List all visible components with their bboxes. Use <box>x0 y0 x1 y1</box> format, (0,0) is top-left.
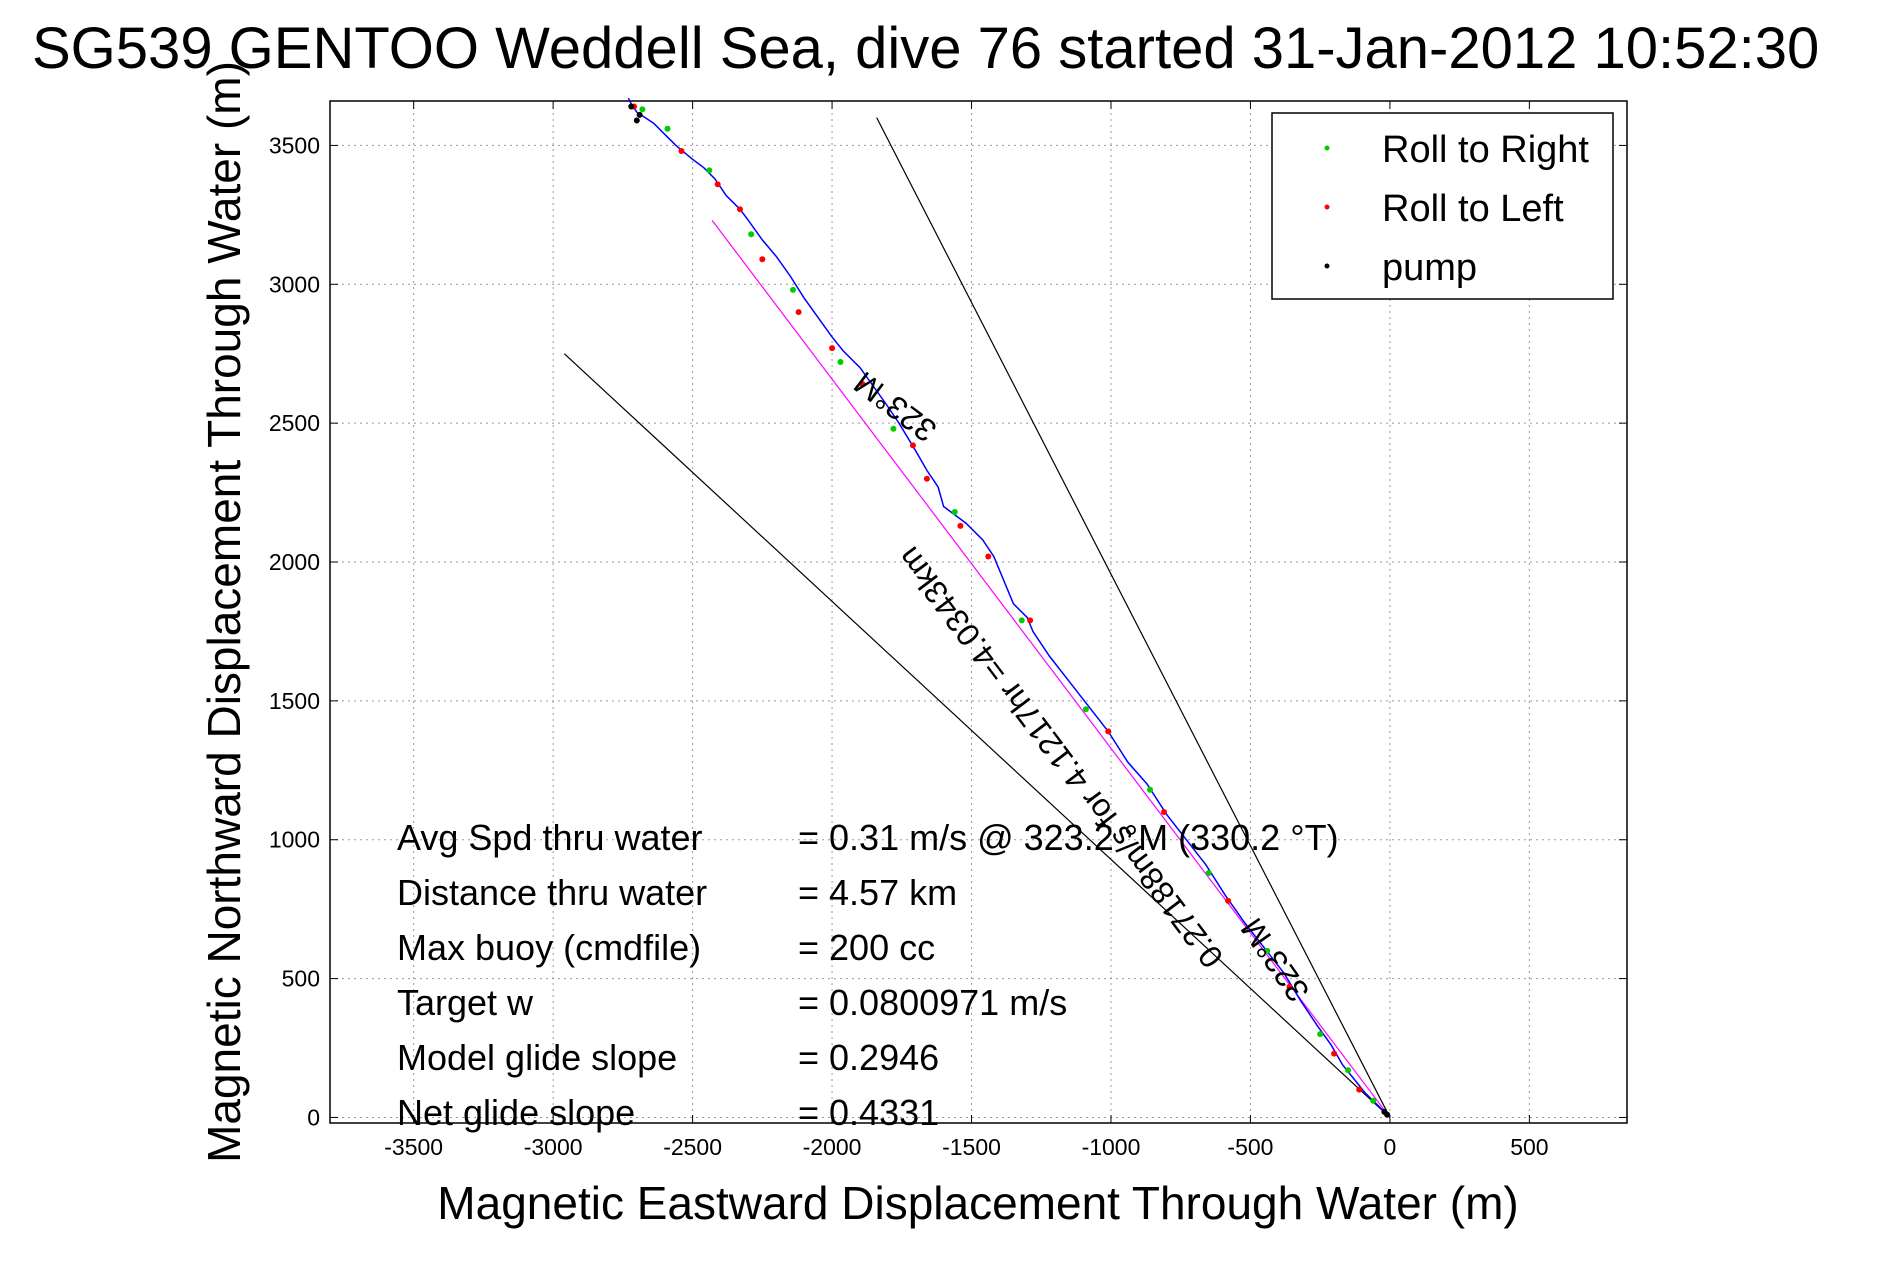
stat-label: Distance thru water <box>397 872 707 913</box>
roll-right-point <box>1317 1031 1324 1038</box>
roll-left-point <box>909 442 916 449</box>
roll-right-point <box>706 167 713 174</box>
x-tick-label: -500 <box>1227 1134 1273 1160</box>
roll-right-point <box>1264 947 1271 954</box>
y-tick-label: 1500 <box>269 688 320 714</box>
y-tick-label: 2500 <box>269 410 320 436</box>
legend-label: Roll to Right <box>1382 129 1589 171</box>
roll-left-point <box>1225 897 1232 904</box>
roll-left-point <box>1356 1086 1363 1093</box>
pump-point <box>633 117 640 124</box>
roll-right-point <box>1370 1097 1377 1104</box>
stat-value: = 200 cc <box>798 927 935 968</box>
y-tick-label: 3000 <box>269 271 320 297</box>
roll-left-point <box>859 381 866 388</box>
stat-label: Model glide slope <box>397 1037 677 1078</box>
roll-left-point <box>1160 808 1167 815</box>
stat-value: = 0.4331 <box>798 1092 939 1133</box>
legend-marker <box>1324 263 1330 269</box>
x-axis-ticks: -3500 -3000 -2500 -2000 -1500 -1000 -500 0 500 <box>384 101 1549 1160</box>
roll-left-point <box>678 147 685 154</box>
roll-left-point <box>714 181 721 188</box>
stat-value: = 4.57 km <box>798 872 957 913</box>
grid-lines <box>330 101 1627 1123</box>
roll-left-point <box>957 522 964 529</box>
roll-left-point <box>737 206 744 213</box>
roll-left-point <box>985 553 992 560</box>
x-axis-label: Magnetic Eastward Displacement Through W… <box>437 1177 1518 1229</box>
y-tick-label: 2000 <box>269 549 320 575</box>
bounding-line <box>563 353 1391 1118</box>
roll-right-point <box>664 125 671 132</box>
legend-marker <box>1324 145 1330 151</box>
x-tick-label: -1000 <box>1082 1134 1141 1160</box>
roll-markers <box>628 103 1391 1118</box>
y-tick-label: 1000 <box>269 827 320 853</box>
roll-right-point <box>790 286 797 293</box>
roll-left-point <box>795 309 802 316</box>
roll-right-point <box>890 425 897 432</box>
roll-left-point <box>923 475 930 482</box>
glide-line-segment <box>711 220 1391 1118</box>
x-tick-label: -3500 <box>384 1134 443 1160</box>
x-tick-label: -3000 <box>524 1134 583 1160</box>
roll-left-point <box>1331 1050 1338 1057</box>
legend-marker <box>1324 204 1330 210</box>
pump-point <box>636 111 643 118</box>
chart-title: SG539 GENTOO Weddell Sea, dive 76 starte… <box>32 16 1819 81</box>
legend: Roll to Right Roll to Left pump <box>1271 112 1614 300</box>
roll-right-point <box>1018 617 1025 624</box>
roll-left-point <box>1027 617 1034 624</box>
x-tick-label: 0 <box>1384 1134 1397 1160</box>
roll-right-point <box>639 106 646 113</box>
stat-label: Max buoy (cmdfile) <box>397 927 701 968</box>
y-axis-label: Magnetic Northward Displacement Through … <box>198 61 250 1163</box>
legend-label: pump <box>1382 247 1477 289</box>
roll-right-point <box>748 231 755 238</box>
x-tick-label: -2500 <box>663 1134 722 1160</box>
stat-value: = 0.2946 <box>798 1037 939 1078</box>
stats-block: Avg Spd thru water = 0.31 m/s @ 323.2 °M … <box>397 817 1339 1133</box>
bounding-lines <box>563 117 1391 1118</box>
legend-label: Roll to Left <box>1382 188 1564 230</box>
x-tick-label: -2000 <box>803 1134 862 1160</box>
stat-value: = 0.0800971 m/s <box>798 982 1067 1023</box>
pump-point <box>628 103 635 110</box>
y-tick-label: 500 <box>282 966 320 992</box>
roll-right-point <box>1345 1067 1352 1074</box>
bounding-line <box>876 117 1391 1118</box>
roll-right-point <box>1147 786 1154 793</box>
roll-right-point <box>951 509 958 516</box>
roll-right-point <box>837 359 844 366</box>
y-tick-label: 3500 <box>269 132 320 158</box>
glide-line <box>711 220 1391 1118</box>
y-tick-label: 0 <box>307 1104 320 1130</box>
stat-label: Target w <box>397 982 534 1023</box>
y-axis-ticks: 0 500 1000 1500 2000 2500 3000 3500 <box>269 132 1627 1130</box>
x-tick-label: 500 <box>1510 1134 1548 1160</box>
stat-label: Net glide slope <box>397 1092 635 1133</box>
pump-point <box>1381 1108 1388 1115</box>
stat-value: = 0.31 m/s @ 323.2 °M (330.2 °T) <box>798 817 1339 858</box>
roll-right-point <box>1082 706 1089 713</box>
roll-left-point <box>1105 728 1112 735</box>
roll-right-point <box>1205 870 1212 877</box>
roll-left-point <box>1286 983 1293 990</box>
roll-left-point <box>829 345 836 352</box>
x-tick-label: -1500 <box>942 1134 1001 1160</box>
stat-label: Avg Spd thru water <box>397 817 703 858</box>
roll-left-point <box>759 256 766 263</box>
